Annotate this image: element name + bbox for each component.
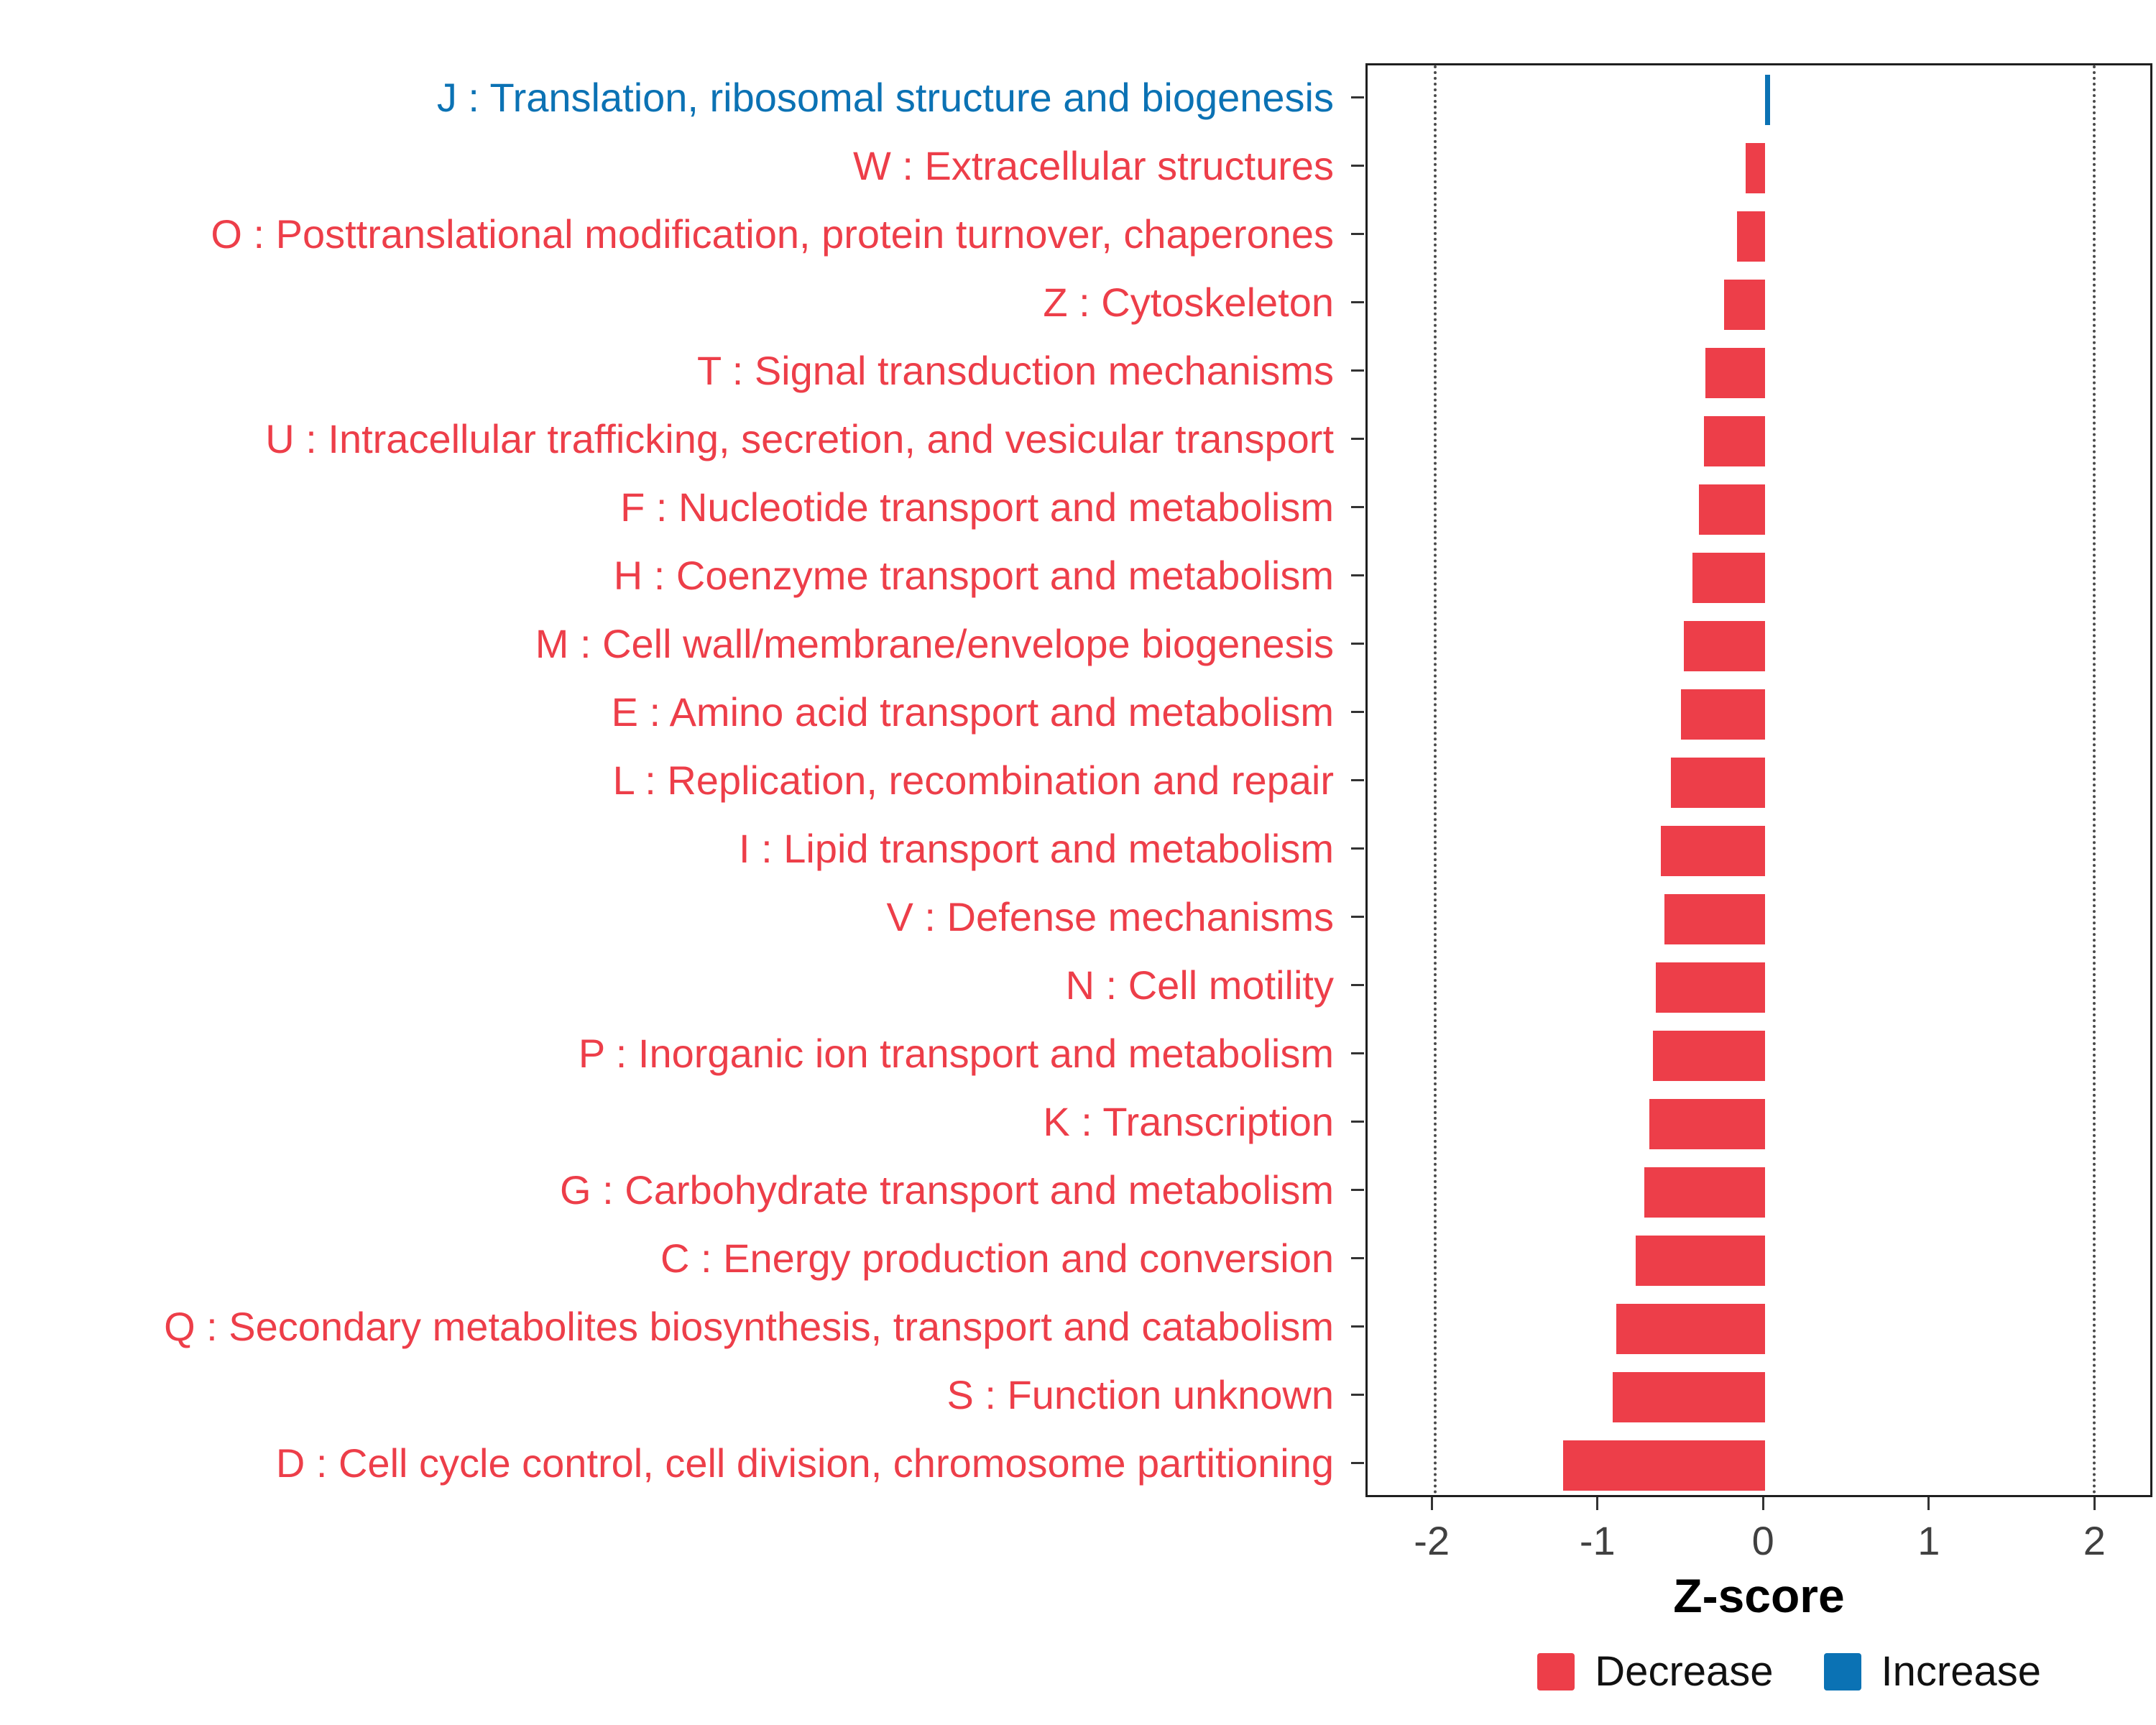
bar (1636, 1235, 1766, 1286)
bar (1680, 689, 1766, 740)
category-label: F : Nucleotide transport and metabolism (620, 484, 1334, 530)
legend-item-decrease: Decrease (1537, 1647, 1774, 1696)
category-label: W : Extracellular structures (852, 143, 1334, 188)
category-label: T : Signal transduction mechanisms (696, 348, 1334, 393)
category-label: S : Function unknown (946, 1372, 1334, 1417)
plot-panel (1365, 63, 2152, 1497)
x-axis-title: Z-score (1673, 1569, 1845, 1622)
y-axis-tick (1351, 574, 1364, 576)
x-tick-label: -2 (1414, 1518, 1450, 1563)
bar (1703, 415, 1766, 466)
category-label: U : Intracellular trafficking, secretion… (265, 416, 1334, 461)
category-label: J : Translation, ribosomal structure and… (436, 75, 1334, 120)
y-axis-tick (1351, 847, 1364, 850)
y-axis-tick (1351, 643, 1364, 645)
bar (1684, 620, 1766, 671)
bar (1661, 825, 1766, 876)
bar (1664, 893, 1766, 944)
bar (1616, 1303, 1766, 1354)
y-axis-tick (1351, 1462, 1364, 1464)
category-label: M : Cell wall/membrane/envelope biogenes… (535, 621, 1334, 666)
y-axis-tick (1351, 165, 1364, 167)
bar (1613, 1371, 1766, 1422)
category-label: P : Inorganic ion transport and metaboli… (578, 1031, 1334, 1076)
bar (1699, 484, 1766, 535)
x-axis-tick (1430, 1497, 1433, 1510)
category-label: N : Cell motility (1065, 962, 1334, 1008)
bar (1652, 1030, 1766, 1081)
category-label: L : Replication, recombination and repai… (612, 758, 1334, 803)
plot-panel-inner (1368, 65, 2150, 1495)
y-axis-tick (1351, 711, 1364, 713)
category-label: G : Carbohydrate transport and metabolis… (560, 1167, 1334, 1213)
y-axis-tick (1351, 1121, 1364, 1123)
category-label: D : Cell cycle control, cell division, c… (275, 1440, 1334, 1486)
y-axis-tick (1351, 96, 1364, 98)
reference-line (1433, 65, 1437, 1495)
bar (1670, 757, 1766, 808)
category-label: H : Coenzyme transport and metabolism (613, 553, 1334, 598)
x-axis-tick (2093, 1497, 2096, 1510)
y-axis-tick (1351, 1052, 1364, 1054)
bar (1723, 279, 1766, 330)
y-axis-tick (1351, 369, 1364, 372)
y-axis-tick (1351, 1189, 1364, 1191)
bar (1644, 1167, 1766, 1218)
y-axis-tick (1351, 984, 1364, 986)
y-axis-tick (1351, 233, 1364, 235)
y-axis-tick (1351, 779, 1364, 781)
reference-line (2092, 65, 2096, 1495)
category-label: Z : Cytoskeleton (1043, 280, 1334, 325)
legend-label-increase: Increase (1881, 1648, 2041, 1695)
y-axis-tick (1351, 301, 1364, 303)
legend-swatch-increase (1823, 1652, 1861, 1690)
y-axis-tick (1351, 438, 1364, 440)
y-axis-tick (1351, 1325, 1364, 1328)
x-tick-label: 0 (1751, 1518, 1774, 1563)
category-label: C : Energy production and conversion (660, 1236, 1334, 1281)
y-axis-tick (1351, 506, 1364, 508)
x-axis-tick (1927, 1497, 1930, 1510)
x-axis-tick (1761, 1497, 1764, 1510)
category-label: K : Transcription (1043, 1099, 1334, 1144)
y-axis-tick (1351, 1394, 1364, 1396)
bar (1765, 74, 1771, 125)
category-label: E : Amino acid transport and metabolism (611, 689, 1334, 735)
legend-label-decrease: Decrease (1595, 1648, 1774, 1695)
bar (1745, 142, 1766, 193)
category-label: I : Lipid transport and metabolism (739, 826, 1334, 871)
category-label: O : Posttranslational modification, prot… (211, 211, 1334, 257)
bar (1705, 347, 1766, 398)
legend-swatch-decrease (1537, 1652, 1575, 1690)
y-axis-tick (1351, 1257, 1364, 1259)
x-axis-tick (1596, 1497, 1599, 1510)
bar (1692, 552, 1766, 603)
legend-item-increase: Increase (1823, 1647, 2041, 1696)
bar (1737, 211, 1766, 262)
bar (1563, 1440, 1766, 1491)
x-tick-label: 2 (2083, 1518, 2106, 1563)
legend: Decrease Increase (1537, 1647, 2041, 1696)
y-axis-tick (1351, 916, 1364, 918)
x-tick-label: 1 (1917, 1518, 1940, 1563)
category-label: V : Defense mechanisms (886, 894, 1334, 939)
bar (1656, 962, 1766, 1013)
x-tick-label: -1 (1579, 1518, 1616, 1563)
bar (1649, 1098, 1766, 1149)
category-label: Q : Secondary metabolites biosynthesis, … (164, 1304, 1334, 1349)
